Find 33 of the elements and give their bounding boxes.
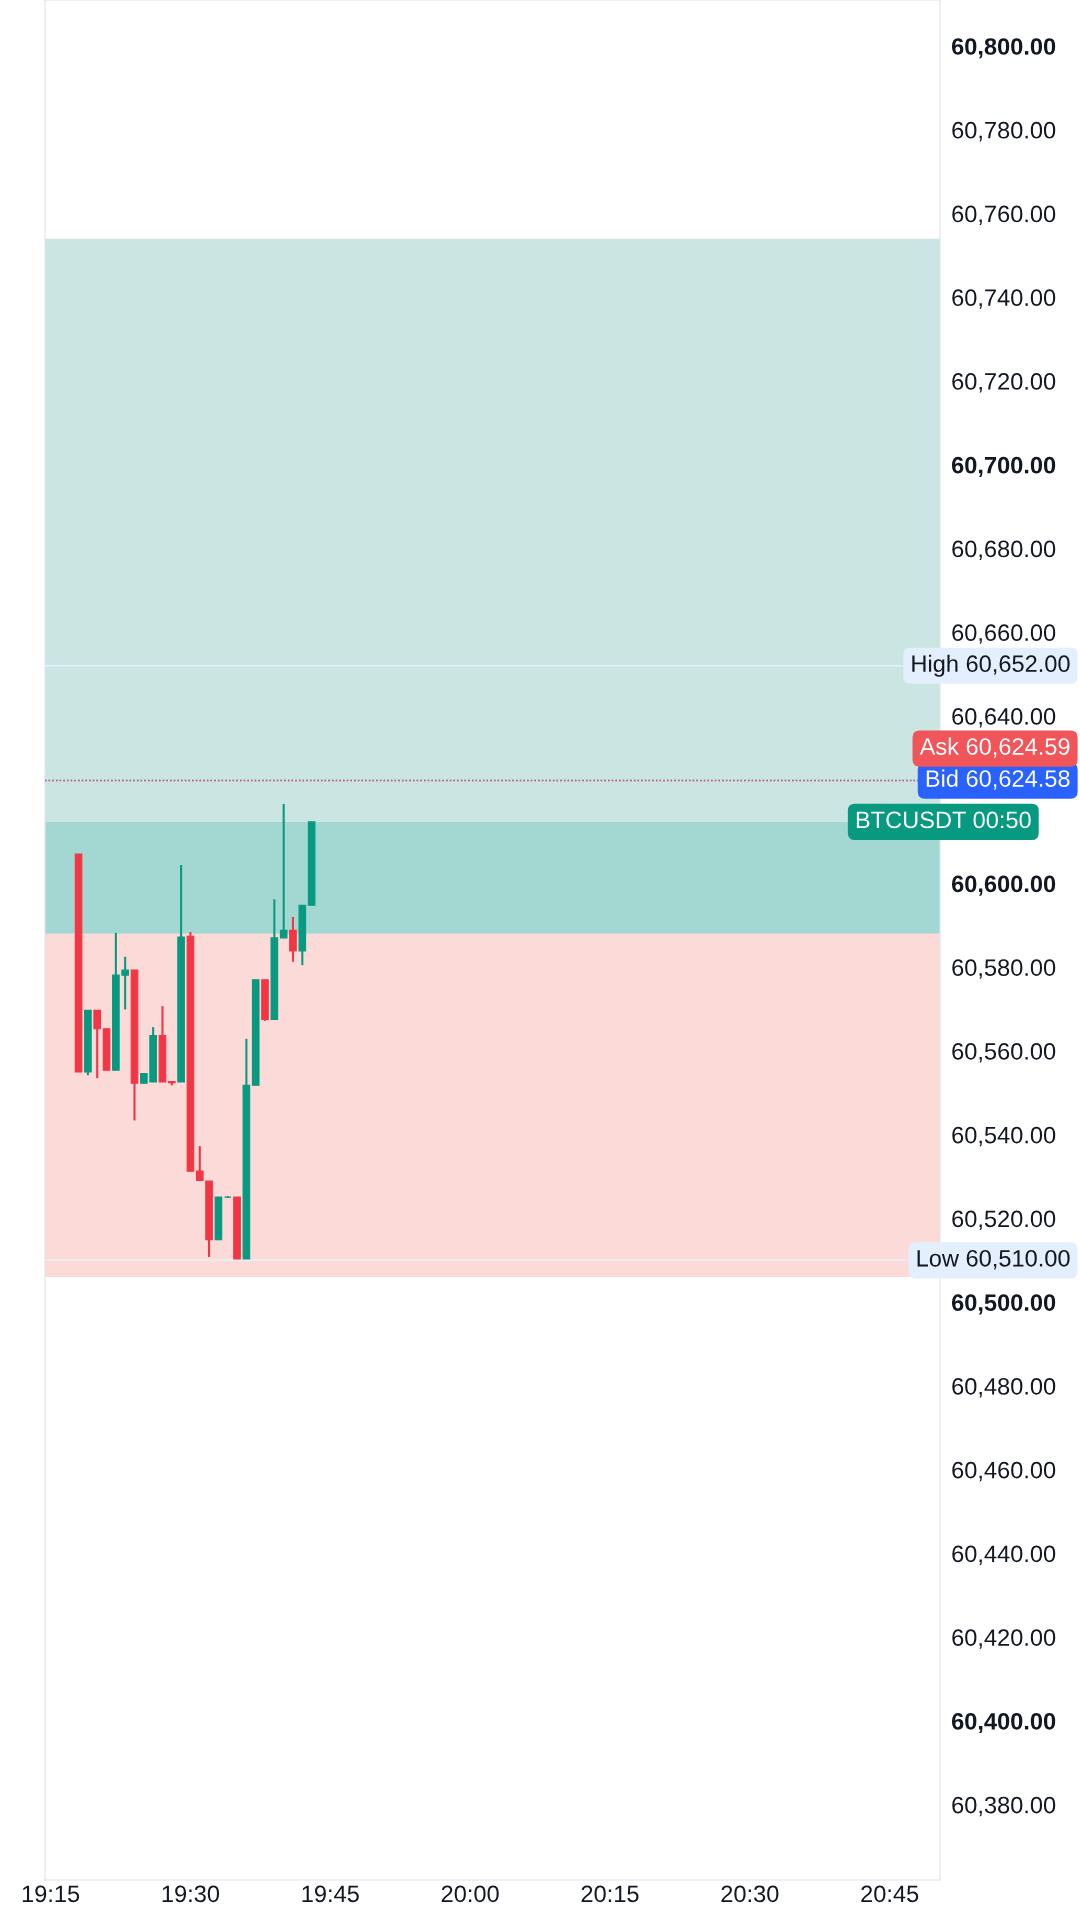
x-tick-label: 20:15 (581, 1885, 639, 1903)
y-tick-label: 60,520.00 (952, 1210, 1056, 1231)
y-tick-label: 60,720.00 (952, 373, 1056, 393)
ref-line-label: Ask 60,624.59 (919, 737, 1070, 758)
y-tick-label: 60,800.00 (951, 38, 1056, 59)
y-tick-label: 60,460.00 (952, 1461, 1056, 1482)
y-tick-label: 60,440.00 (952, 1545, 1056, 1565)
annotation: BTCUSDT 00:50 (856, 811, 1031, 829)
ref-line-label: Bid 60,624.58 (926, 769, 1070, 790)
x-tick-label: 20:30 (721, 1885, 779, 1903)
ref-line-label: Low 60,510.00 (917, 1249, 1070, 1270)
y-tick-label: 60,640.00 (952, 708, 1056, 728)
y-tick-label: 60,400.00 (951, 1712, 1056, 1734)
y-tick-label: 60,540.00 (952, 1126, 1056, 1147)
y-tick-label: 60,700.00 (951, 456, 1056, 477)
y-tick-label: 60,680.00 (952, 540, 1056, 561)
x-tick-label: 20:45 (861, 1885, 919, 1903)
y-tick-label: 60,500.00 (951, 1294, 1056, 1315)
y-tick-label: 60,560.00 (952, 1043, 1056, 1063)
y-tick-label: 60,660.00 (952, 624, 1056, 644)
y-tick-label: 60,780.00 (952, 121, 1056, 142)
x-tick-label: 20:00 (441, 1885, 499, 1903)
ref-line-label: High 60,652.00 (912, 654, 1070, 677)
y-tick-label: 60,420.00 (952, 1629, 1056, 1649)
y-tick-label: 60,600.00 (951, 875, 1056, 896)
y-tick-label: 60,480.00 (952, 1377, 1056, 1398)
y-tick-label: 60,740.00 (952, 289, 1056, 309)
x-tick-label: 19:45 (302, 1885, 359, 1903)
y-tick-label: 60,580.00 (952, 959, 1056, 979)
y-tick-label: 60,760.00 (952, 205, 1056, 226)
x-tick-label: 19:30 (162, 1885, 220, 1903)
x-tick-label: 19:15 (22, 1885, 80, 1903)
y-tick-label: 60,380.00 (952, 1796, 1056, 1817)
